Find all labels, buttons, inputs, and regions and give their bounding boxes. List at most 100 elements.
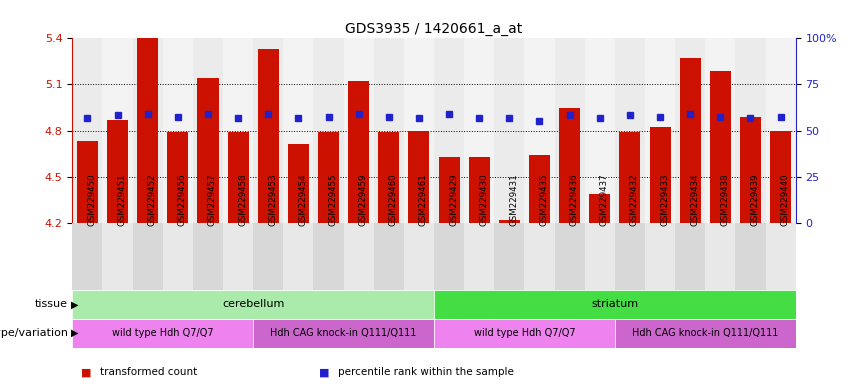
Bar [434,38,464,223]
Text: transformed count: transformed count [100,367,197,377]
Text: GSM229432: GSM229432 [630,174,639,226]
Text: GSM229434: GSM229434 [690,174,700,226]
Bar [499,220,520,223]
Bar [107,120,129,223]
Text: GSM229459: GSM229459 [358,174,368,226]
Bar [404,223,434,290]
Bar [529,155,550,223]
Bar [585,223,614,290]
Text: GSM229452: GSM229452 [148,174,157,226]
Text: GSM229436: GSM229436 [569,174,579,226]
Text: genotype/variation: genotype/variation [0,328,68,338]
Bar [434,319,614,348]
Bar [254,319,434,348]
Bar [344,38,374,223]
Text: GSM229435: GSM229435 [540,174,549,226]
Bar [193,38,223,223]
Bar [614,319,796,348]
Bar [163,38,193,223]
Text: ▶: ▶ [71,299,78,310]
Text: GSM229461: GSM229461 [419,174,428,226]
Bar [253,38,283,223]
Bar [254,223,283,290]
Bar [102,38,133,223]
Text: cerebellum: cerebellum [222,299,284,310]
Bar [133,223,163,290]
Bar [223,38,254,223]
Bar [374,38,404,223]
Bar [283,38,313,223]
Bar [740,117,761,223]
Text: Hdh CAG knock-in Q111/Q111: Hdh CAG knock-in Q111/Q111 [271,328,417,338]
Bar [524,38,555,223]
Text: striatum: striatum [591,299,638,310]
Bar [675,38,705,223]
Bar [223,223,254,290]
Text: GSM229429: GSM229429 [449,174,458,226]
Bar [77,141,98,223]
Text: GSM229453: GSM229453 [268,174,277,226]
Bar [102,223,133,290]
Bar [735,223,766,290]
Bar [168,132,188,223]
Text: GSM229439: GSM229439 [751,174,759,226]
Text: GSM229438: GSM229438 [720,174,729,226]
Bar [318,132,339,223]
Bar [137,38,158,223]
Bar [494,38,524,223]
Bar [645,38,675,223]
Bar [555,38,585,223]
Bar [283,223,313,290]
Bar [434,290,796,319]
Bar [559,108,580,223]
Bar [313,38,344,223]
Text: GSM229437: GSM229437 [600,174,608,226]
Bar [735,38,766,223]
Bar [438,157,460,223]
Text: GSM229431: GSM229431 [510,174,518,226]
Bar [464,38,494,223]
Bar [258,49,279,223]
Bar [766,38,796,223]
Bar [710,71,731,223]
Bar [770,131,791,223]
Bar [133,38,163,223]
Bar [288,144,309,223]
Bar [163,223,193,290]
Bar [72,223,102,290]
Title: GDS3935 / 1420661_a_at: GDS3935 / 1420661_a_at [346,22,523,36]
Bar [404,38,434,223]
Bar [348,81,369,223]
Bar [585,38,614,223]
Bar [72,319,254,348]
Bar [675,223,705,290]
Bar [620,132,641,223]
Text: ▶: ▶ [71,328,78,338]
Text: GSM229430: GSM229430 [479,174,488,226]
Bar [494,223,524,290]
Text: Hdh CAG knock-in Q111/Q111: Hdh CAG knock-in Q111/Q111 [632,328,779,338]
Bar [589,194,610,223]
Text: GSM229440: GSM229440 [780,174,790,226]
Bar [524,223,555,290]
Text: GSM229454: GSM229454 [299,174,307,226]
Text: tissue: tissue [35,299,68,310]
Bar [344,223,374,290]
Bar [227,132,248,223]
Text: percentile rank within the sample: percentile rank within the sample [338,367,514,377]
Bar [72,290,434,319]
Text: ■: ■ [81,367,91,377]
Text: GSM229433: GSM229433 [660,174,669,226]
Bar [374,223,404,290]
Text: GSM229451: GSM229451 [117,174,127,226]
Text: ■: ■ [319,367,329,377]
Bar [705,38,735,223]
Bar [766,223,796,290]
Text: wild type Hdh Q7/Q7: wild type Hdh Q7/Q7 [474,328,575,338]
Bar [649,127,671,223]
Bar [555,223,585,290]
Bar [193,223,223,290]
Text: wild type Hdh Q7/Q7: wild type Hdh Q7/Q7 [112,328,214,338]
Text: GSM229455: GSM229455 [328,174,338,226]
Bar [645,223,675,290]
